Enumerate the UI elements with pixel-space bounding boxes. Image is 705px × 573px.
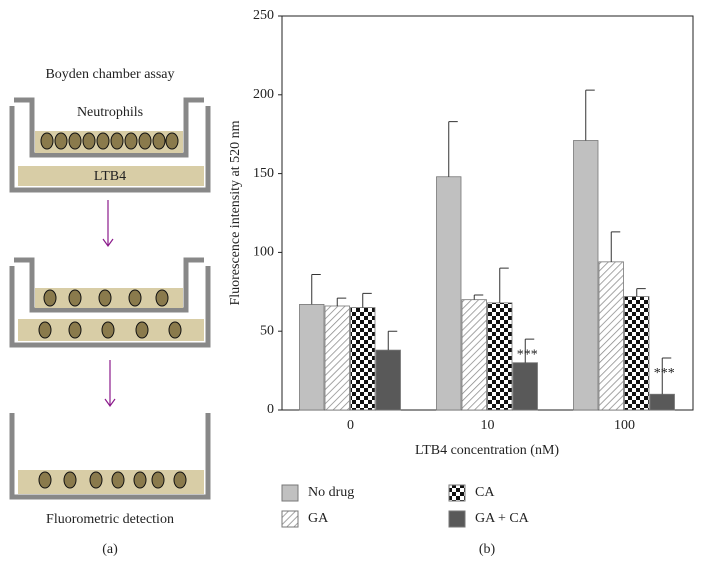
bar	[324, 305, 350, 411]
error-bar	[336, 297, 347, 306]
well	[9, 106, 211, 193]
panel-label: (b)	[479, 542, 496, 557]
y-tick-label: 100	[253, 245, 274, 260]
error-bar	[362, 292, 372, 308]
panel-label: (a)	[102, 542, 118, 557]
legend-label: CA	[475, 485, 495, 500]
bar	[461, 299, 487, 411]
error-bar	[499, 267, 509, 303]
detection-label: Fluorometric detection	[46, 512, 174, 527]
legend-label: GA + CA	[475, 511, 530, 526]
error-bar	[585, 89, 595, 141]
bar	[436, 176, 462, 411]
well	[9, 413, 211, 500]
x-tick-label: 10	[481, 418, 495, 433]
error-bar	[610, 231, 621, 262]
y-tick-label: 50	[260, 323, 274, 338]
error-bar	[473, 294, 484, 300]
error-bar	[311, 273, 321, 305]
insert	[14, 97, 204, 158]
bar	[649, 393, 675, 411]
medium	[18, 166, 204, 186]
y-tick-label: 200	[253, 87, 274, 102]
error-bar	[448, 121, 458, 177]
medium-label: LTB4	[94, 169, 126, 184]
well	[9, 266, 211, 348]
cells	[40, 132, 179, 150]
y-axis-label: Fluorescence intensity at 520 nm	[228, 120, 243, 305]
error-bar	[661, 357, 672, 395]
legend-label: GA	[308, 511, 329, 526]
y-tick-label: 250	[253, 8, 274, 23]
cells	[38, 471, 187, 489]
error-bar	[636, 288, 646, 297]
annotation: ***	[517, 347, 538, 362]
legend-swatch	[281, 484, 299, 502]
error-bar	[524, 338, 535, 363]
bar	[573, 140, 599, 411]
bar	[350, 307, 376, 411]
bar	[487, 302, 513, 411]
bar	[512, 362, 538, 411]
error-bar	[387, 330, 398, 351]
legend-swatch	[448, 484, 466, 502]
bar	[299, 304, 325, 411]
y-tick-label: 0	[267, 402, 274, 417]
diagram: Boyden chamber assay Neutrophils LTB4 Fl…	[9, 67, 211, 557]
legend-swatch	[281, 510, 299, 528]
arrow	[102, 200, 114, 248]
cells-label: Neutrophils	[77, 105, 143, 120]
annotation: ***	[654, 366, 675, 381]
y-tick-label: 150	[253, 166, 274, 181]
bar	[624, 296, 650, 411]
arrow	[104, 360, 116, 408]
cells	[38, 289, 182, 339]
legend-swatch	[448, 510, 466, 528]
diagram-title: Boyden chamber assay	[45, 67, 174, 82]
x-axis-label: LTB4 concentration (nM)	[415, 443, 559, 458]
legend-label: No drug	[308, 485, 354, 500]
x-tick-label: 100	[614, 418, 635, 433]
insert	[14, 257, 204, 313]
bar	[375, 349, 401, 411]
bar	[598, 261, 624, 411]
x-tick-label: 0	[347, 418, 354, 433]
